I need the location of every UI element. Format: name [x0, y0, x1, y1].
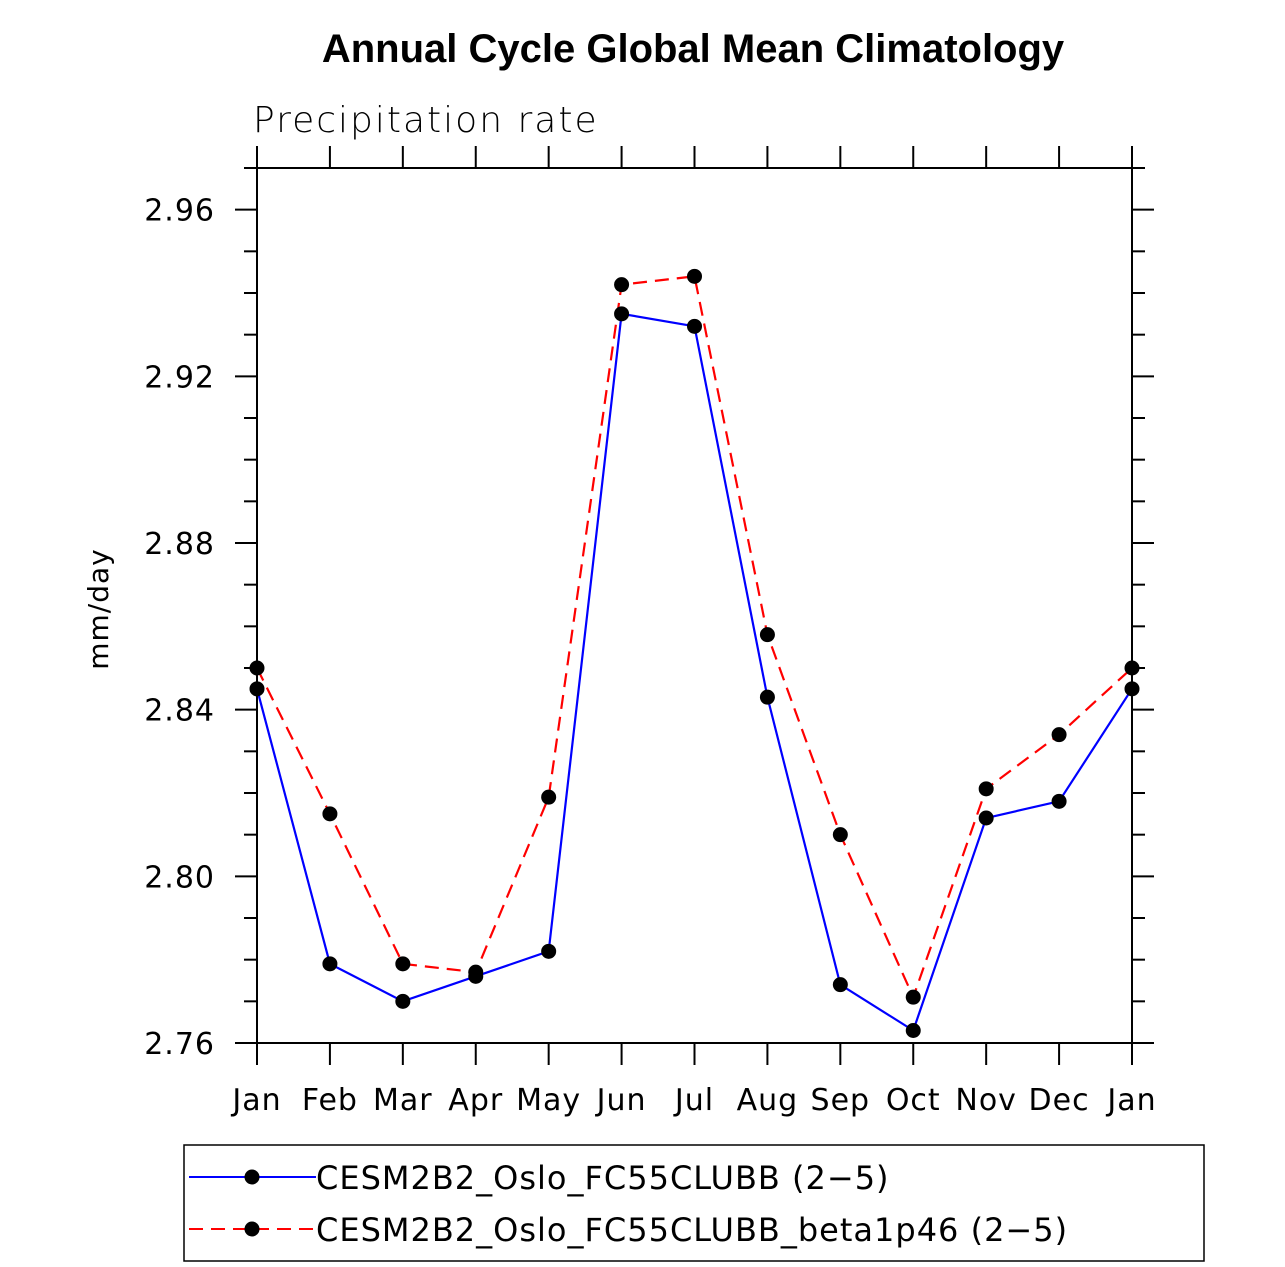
- legend: CESM2B2_Oslo_FC55CLUBB (2−5) CESM2B2_Osl…: [183, 1144, 1205, 1262]
- legend-marker-series-1: [244, 1169, 260, 1185]
- data-point-series-1: [1124, 681, 1140, 697]
- chart-title: Annual Cycle Global Mean Climatology: [322, 27, 1065, 71]
- data-point-series-1: [832, 977, 848, 993]
- data-point-series-2: [1051, 727, 1067, 743]
- data-point-series-1: [978, 810, 994, 826]
- data-point-series-2: [759, 627, 775, 643]
- data-point-series-2: [905, 989, 921, 1005]
- y-tick-label: 2.88: [144, 527, 215, 562]
- x-tick-label: Jul: [673, 1083, 714, 1118]
- x-tick-label: Nov: [955, 1083, 1017, 1118]
- x-tick-label: Mar: [373, 1083, 433, 1118]
- y-tick-label: 2.84: [144, 694, 215, 729]
- series-markers: [249, 268, 1140, 1038]
- data-point-series-2: [1124, 660, 1140, 676]
- data-point-series-2: [249, 660, 265, 676]
- x-tick-label: May: [516, 1083, 581, 1118]
- legend-label-series-2: CESM2B2_Oslo_FC55CLUBB_beta1p46 (2−5): [316, 1211, 1068, 1249]
- legend-box: [183, 1144, 1205, 1262]
- y-tick-label: 2.80: [144, 860, 215, 895]
- y-tick-label: 2.96: [144, 194, 215, 229]
- series-line-1: [255, 312, 1133, 1033]
- x-tick-label: Jun: [595, 1083, 647, 1118]
- series-lines: [255, 275, 1133, 1033]
- data-point-series-1: [905, 1023, 921, 1038]
- x-tick-label: Feb: [302, 1083, 358, 1118]
- x-tick-label: Oct: [886, 1083, 941, 1118]
- data-point-series-1: [614, 306, 630, 322]
- y-tick-label: 2.92: [144, 360, 215, 395]
- y-tick-label: 2.76: [144, 1027, 215, 1062]
- y-axis-ticks: 2.76 2.80 2.84 2.88 2.92 2.96: [144, 167, 1154, 1062]
- plot-frame: [256, 167, 1133, 1044]
- x-tick-label: Jan: [230, 1083, 281, 1118]
- data-point-series-1: [322, 956, 338, 972]
- series-line-2: [256, 275, 1133, 1001]
- data-point-series-2: [322, 806, 338, 822]
- data-point-series-2: [832, 827, 848, 843]
- data-point-series-1: [395, 993, 411, 1009]
- x-tick-label: Sep: [811, 1083, 871, 1118]
- data-point-series-2: [687, 268, 702, 284]
- data-point-series-2: [978, 781, 994, 797]
- data-point-series-1: [759, 689, 775, 705]
- data-point-series-2: [614, 277, 630, 293]
- data-point-series-1: [249, 681, 265, 697]
- data-point-series-2: [468, 964, 484, 980]
- legend-label-series-1: CESM2B2_Oslo_FC55CLUBB (2−5): [316, 1159, 890, 1197]
- chart-subtitle: Precipitation rate: [253, 100, 599, 141]
- x-axis-ticks: Jan Feb Mar Apr May Jun Jul Aug Sep Oct Nov Dec Jan: [230, 146, 1156, 1118]
- data-point-series-1: [541, 943, 557, 959]
- data-point-series-1: [1051, 793, 1067, 809]
- data-point-series-2: [541, 789, 557, 805]
- x-tick-label: Jan: [1105, 1083, 1156, 1118]
- data-point-series-1: [687, 318, 702, 334]
- y-axis-label: mm/day: [82, 548, 115, 670]
- data-point-series-2: [395, 956, 411, 972]
- x-tick-label: Aug: [737, 1083, 799, 1118]
- x-tick-label: Dec: [1029, 1083, 1090, 1118]
- x-tick-label: Apr: [448, 1083, 503, 1118]
- legend-marker-series-2: [244, 1221, 260, 1237]
